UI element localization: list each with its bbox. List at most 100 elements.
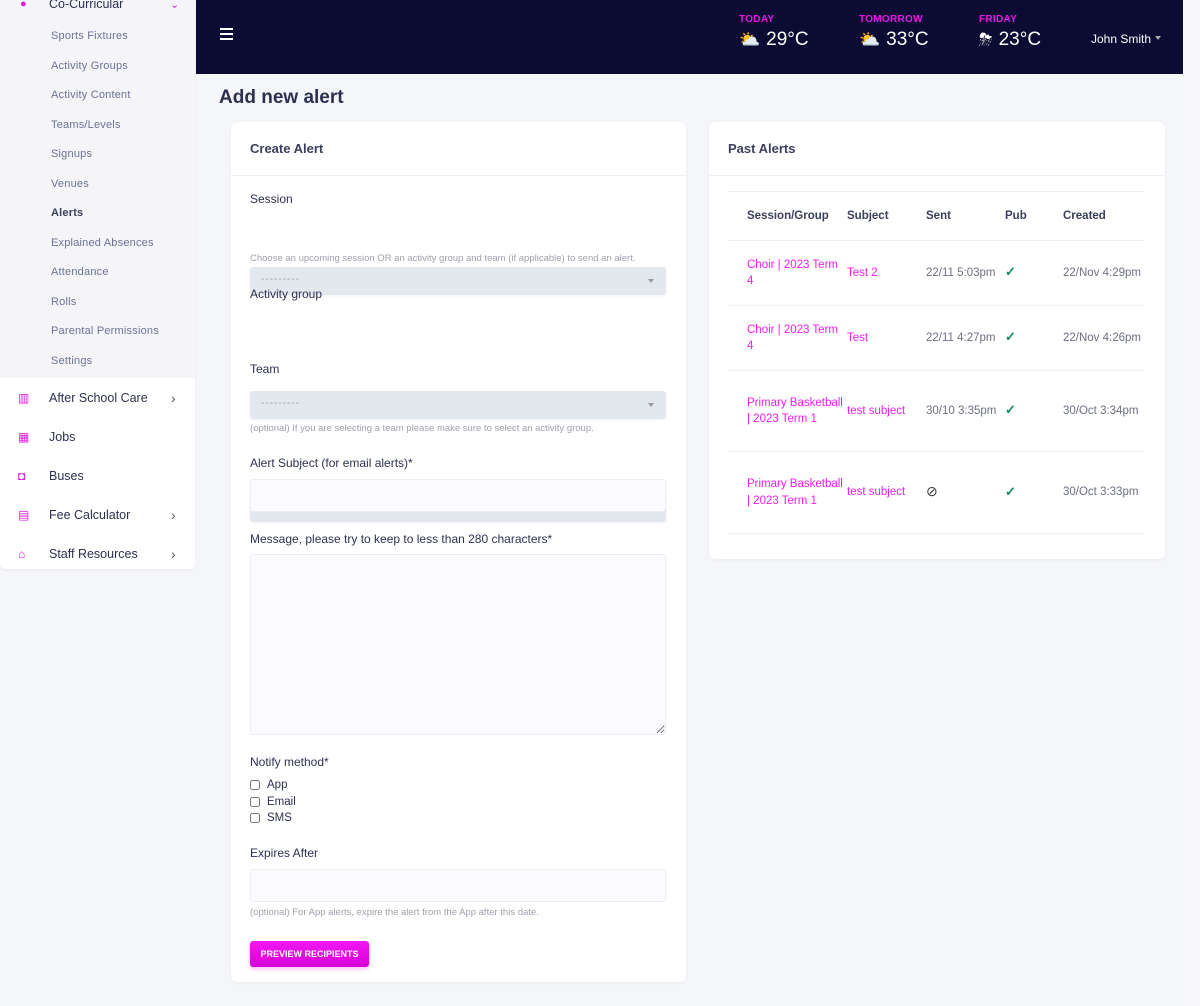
sent-cell: 30/10 3:35pm [926, 370, 1005, 452]
column-header[interactable]: Session/Group [728, 191, 847, 241]
notify-option-sms[interactable]: SMS [250, 810, 666, 827]
subject-link[interactable]: test subject [847, 451, 926, 534]
notify-label: Notify method* [250, 755, 329, 769]
sidebar-subitem[interactable]: Alerts [51, 207, 84, 219]
chevron-right-icon: › [171, 390, 176, 406]
sidebar-item-jobs[interactable]: ▦ Jobs [0, 418, 195, 456]
expires-label: Expires After [250, 846, 319, 860]
pub-cell: ✓ [1005, 240, 1063, 306]
subject-input[interactable] [250, 479, 666, 512]
subject-link[interactable]: test subject [847, 370, 926, 452]
co-curricular-submenu: ● Co-Curricular ⌄ Sports Fixtures Activit… [0, 0, 195, 378]
session-label: Session [250, 192, 293, 206]
weather-temp-row: ⛅ 33°C [859, 29, 929, 51]
weather-temp: 29°C [766, 29, 809, 50]
sidebar-item-co-curricular[interactable]: ● Co-Curricular ⌄ [0, 0, 195, 15]
table-row: Primary Basketball | 2023 Term 1 test sub… [728, 370, 1145, 452]
past-alerts-table: Session/Group Subject Sent Pub Created Choir… [728, 191, 1145, 534]
session-help: Choose an upcoming session OR an activit… [250, 253, 636, 264]
notify-option-label: Email [267, 795, 296, 808]
session-group-link[interactable]: Choir | 2023 Term 4 [728, 305, 847, 371]
preview-recipients-button[interactable]: PREVIEW RECIPIENTS [250, 941, 369, 967]
created-cell: 22/Nov 4:26pm [1063, 305, 1145, 371]
created-cell: 30/Oct 3:34pm [1063, 370, 1145, 452]
notify-checkbox-sms[interactable] [250, 813, 260, 824]
pub-cell: ✓ [1005, 370, 1063, 452]
team-label: Team [250, 362, 280, 376]
weather-today: TODAY ⛅ 29°C [739, 14, 809, 51]
sidebar-subitem[interactable]: Venues [51, 177, 89, 190]
chevron-right-icon: › [171, 546, 176, 562]
activity-group-select[interactable]: --------- [250, 391, 666, 419]
hamburger-menu-icon[interactable] [220, 28, 233, 40]
pub-cell: ✓ [1005, 451, 1063, 534]
sidebar-subitem[interactable]: Activity Groups [51, 59, 128, 72]
sent-cell: 22/11 5:03pm [926, 240, 1005, 306]
weather-friday: FRIDAY ⛈ 23°C [979, 14, 1041, 51]
session-group-link[interactable]: Choir | 2023 Term 4 [728, 240, 847, 306]
column-header[interactable]: Subject [847, 191, 926, 241]
weather-temp-row: ⛈ 23°C [979, 29, 1041, 51]
check-icon: ✓ [1005, 329, 1016, 345]
message-textarea[interactable] [250, 554, 666, 735]
after-school-care-icon: ▥ [18, 391, 30, 405]
card-title: Past Alerts [709, 122, 1165, 176]
sidebar-subitem[interactable]: Sports Fixtures [51, 30, 128, 42]
sidebar-item-buses[interactable]: ◘ Buses [0, 457, 195, 495]
session-group-link[interactable]: Primary Basketball | 2023 Term 1 [728, 451, 847, 534]
table-row: Choir | 2023 Term 4 Test 22/11 4:27pm ✓ 22/N… [728, 305, 1145, 371]
page-title: Add new alert [219, 87, 344, 108]
notify-checkbox-app[interactable] [250, 780, 260, 791]
create-alert-card: Create Alert Session --------- Choose an… [231, 122, 686, 982]
partly-cloudy-icon: ⛅ [739, 30, 761, 49]
pub-cell: ✓ [1005, 305, 1063, 371]
expires-input[interactable] [250, 869, 666, 902]
sent-cell: 22/11 4:27pm [926, 305, 1005, 371]
subject-label: Alert Subject (for email alerts)* [250, 456, 413, 470]
weather-temp: 33°C [886, 29, 929, 50]
scrollbar[interactable] [1183, 0, 1200, 1006]
column-header[interactable]: Created [1063, 191, 1145, 241]
sent-cell: ⊘ [926, 451, 1005, 534]
user-menu[interactable]: John Smith [1091, 32, 1161, 46]
rain-icon: ⛈ [979, 30, 993, 49]
sidebar-subitem[interactable]: Explained Absences [51, 236, 154, 249]
sidebar-subitem[interactable]: Settings [51, 354, 93, 367]
subject-link[interactable]: Test [847, 305, 926, 371]
sidebar: ● Co-Curricular ⌄ Sports Fixtures Activit… [0, 0, 195, 569]
notify-option-app[interactable]: App [250, 777, 666, 794]
table-row: Primary Basketball | 2023 Term 1 test sub… [728, 451, 1145, 534]
weather-temp: 23°C [998, 29, 1042, 50]
sidebar-item-after-school-care[interactable]: ▥ After School Care › [0, 379, 195, 417]
table-row: Choir | 2023 Term 4 Test 2 22/11 5:03pm ✓ 22… [728, 240, 1145, 306]
column-header[interactable]: Sent [926, 191, 1005, 241]
sidebar-subitem[interactable]: Rolls [51, 295, 77, 308]
weather-day: TODAY [739, 14, 775, 25]
column-header[interactable]: Pub [1005, 191, 1063, 241]
session-select[interactable]: --------- [250, 267, 666, 295]
check-icon: ✓ [1005, 264, 1016, 280]
check-icon: ✓ [1005, 402, 1016, 418]
sidebar-subitem[interactable]: Activity Content [51, 89, 131, 101]
expires-help: (optional) For App alerts, expire the al… [250, 907, 539, 918]
past-alerts-card: Past Alerts Session/Group Subject Sent Pub C… [709, 122, 1165, 559]
sidebar-subitem[interactable]: Signups [51, 148, 93, 160]
not-sent-icon: ⊘ [926, 483, 938, 500]
sidebar-item-fee-calculator[interactable]: ▤ Fee Calculator › [0, 496, 195, 534]
notify-option-email[interactable]: Email [250, 794, 666, 811]
message-label: Message, please try to keep to less than… [250, 532, 553, 546]
notify-checkbox-email[interactable] [250, 796, 260, 807]
sidebar-subitem[interactable]: Teams/Levels [51, 118, 121, 131]
check-icon: ✓ [1005, 483, 1016, 499]
sidebar-item-staff-resources[interactable]: ⌂ Staff Resources › [0, 535, 195, 573]
sidebar-item-label: Staff Resources [49, 547, 138, 561]
notify-option-label: SMS [267, 812, 292, 825]
grid-icon: ▦ [18, 430, 30, 444]
chevron-down-icon: ⌄ [170, 0, 180, 11]
sidebar-subitem[interactable]: Parental Permissions [51, 325, 159, 337]
subject-link[interactable]: Test 2 [847, 240, 926, 306]
sidebar-subitem[interactable]: Attendance [51, 266, 109, 278]
weather-day: FRIDAY [979, 14, 1018, 25]
session-group-link[interactable]: Primary Basketball | 2023 Term 1 [728, 370, 847, 452]
sidebar-item-label: Jobs [49, 430, 76, 444]
